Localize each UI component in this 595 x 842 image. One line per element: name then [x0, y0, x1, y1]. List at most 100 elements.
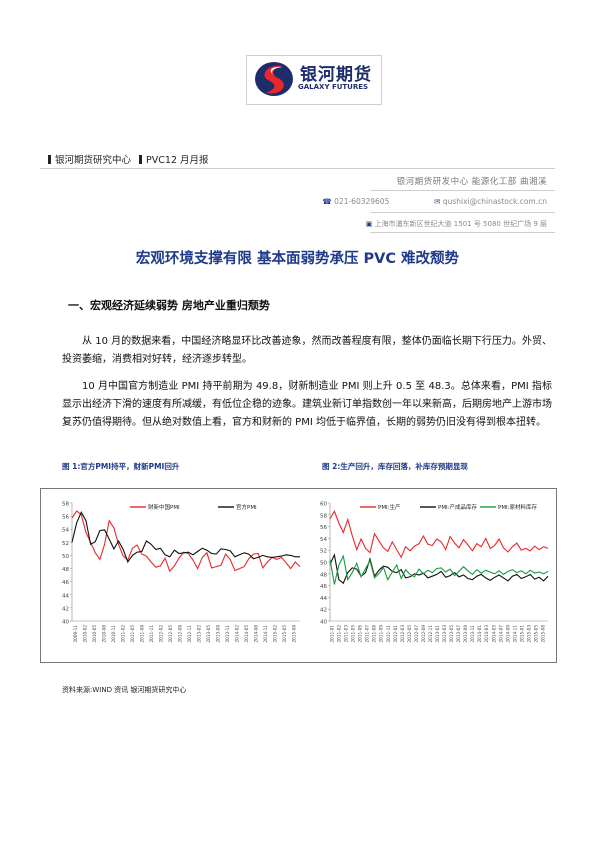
location-icon: ▣: [365, 220, 373, 228]
breadcrumb-item-report: PVC12 月月报: [146, 155, 209, 166]
x-tick-label: 2009-11: [73, 625, 78, 643]
x-tick-label: 2011-07: [365, 625, 370, 643]
series-line-2: [329, 553, 549, 585]
y-tick-label: 56: [62, 515, 69, 521]
x-tick-label: 2014-09: [505, 625, 510, 643]
galaxy-logo-icon: [255, 62, 293, 96]
y-tick-label: 48: [62, 567, 69, 573]
x-tick-label: 2012-11: [187, 625, 192, 643]
x-tick-label: 2014-01: [477, 625, 482, 643]
x-tick-label: 2015-03: [526, 625, 531, 643]
address-line: ▣ 上海市浦东新区世纪大道 1501 号 5080 世纪广场 9 层: [366, 219, 547, 229]
y-tick-label: 58: [320, 513, 327, 519]
x-tick-label: 2012-01: [393, 625, 398, 643]
x-tick-label: 2014-11: [263, 625, 268, 643]
y-tick-label: 46: [320, 584, 327, 590]
x-tick-label: 2012-09: [421, 625, 426, 643]
contact-line: ☎ 021-60329605 ✉ qushixi@chinastock.com.…: [322, 197, 547, 206]
x-tick-label: 2015-08: [291, 625, 296, 643]
x-tick-label: 2010-02: [82, 625, 87, 643]
x-tick-label: 2011-08: [372, 625, 377, 643]
phone-number: 021-60329605: [334, 197, 390, 206]
breadcrumb-marker: [139, 155, 143, 164]
chart-1-official-vs-caixin-pmi: 40 42 44 46 48 50 52 54 56 58 2009-11 2010-02 2010-0…: [62, 502, 301, 643]
x-tick-label: 2011-06: [358, 625, 363, 643]
x-tick-label: 2014-02: [234, 625, 239, 643]
x-tick-label: 2014-05: [244, 625, 249, 643]
y-tick-label: 44: [62, 593, 69, 599]
author-line: 银河期货研发中心 能源化工部 曲湘溪: [396, 177, 547, 187]
x-tick-label: 2012-07: [414, 625, 419, 643]
email-icon: ✉: [434, 197, 441, 206]
x-tick-label: 2013-09: [463, 625, 468, 643]
x-tick-label: 2011-11: [149, 625, 154, 643]
x-tick-label: 2013-01: [435, 625, 440, 643]
figure-1-caption: 图 1:官方PMI持平，财新PMI回升: [62, 462, 180, 471]
y-tick-label: 58: [62, 502, 69, 508]
address-divider: [370, 232, 555, 233]
x-tick-label: 2011-09: [379, 625, 384, 643]
x-tick-label: 2013-05: [206, 625, 211, 643]
phone-icon: ☎: [322, 197, 332, 206]
x-tick-label: 2014-08: [253, 625, 258, 643]
x-tick-label: 2011-05: [130, 625, 135, 643]
x-tick-label: 2015-01: [519, 625, 524, 643]
email-address: qushixi@chinastock.com.cn: [442, 197, 547, 206]
x-tick-label: 2014-03: [484, 625, 489, 643]
x-tick-label: 2015-02: [272, 625, 277, 643]
body-paragraph: 从 10 月的数据来看，中国经济略显环比改善迹象，然而改善程度有限，整体仍面临长…: [62, 336, 552, 365]
x-tick-label: 2015-05: [282, 625, 287, 643]
body-paragraph: 10 月中国官方制造业 PMI 持平前期为 49.8，财新制造业 PMI 则上升…: [62, 381, 552, 428]
y-tick-label: 42: [320, 608, 327, 614]
address-text: 上海市浦东新区世纪大道 1501 号 5080 世纪广场 9 层: [374, 220, 547, 228]
x-tick-label: 2013-08: [215, 625, 220, 643]
figure-2-caption: 图 2:生产回升，库存回落，补库存预期显现: [322, 462, 468, 471]
legend-label: PMI:原材料库存: [498, 503, 538, 511]
y-tick-label: 40: [62, 620, 69, 626]
y-tick-label: 60: [320, 502, 327, 508]
header-divider: [40, 168, 555, 169]
x-tick-label: 2012-02: [158, 625, 163, 643]
series-line-3: [329, 554, 549, 585]
x-tick-label: 2012-05: [407, 625, 412, 643]
y-tick-label: 50: [320, 561, 327, 567]
breadcrumb: 银河期货研究中心 PVC12 月月报: [48, 152, 209, 166]
x-tick-label: 2011-02: [337, 625, 342, 643]
y-tick-label: 54: [62, 528, 69, 534]
y-tick-label: 44: [320, 596, 327, 602]
y-tick-label: 42: [62, 606, 69, 612]
x-tick-label: 2014-11: [512, 625, 517, 643]
legend-label: PMI:产成品库存: [438, 503, 478, 511]
legend-label: 财新中国PMI: [148, 503, 180, 511]
y-tick-label: 40: [320, 620, 327, 626]
x-tick-label: 2013-11: [225, 625, 230, 643]
legend-label: 官方PMI: [236, 503, 257, 511]
series-line-1: [71, 510, 301, 573]
y-tick-label: 50: [62, 554, 69, 560]
x-tick-label: 2014-07: [498, 625, 503, 643]
logo-name-en: GALAXY FUTURES: [298, 83, 369, 91]
breadcrumb-marker: [48, 155, 51, 164]
y-tick-label: 46: [62, 580, 69, 586]
section-heading: 一、宏观经济延续弱势 房地产业重归颓势: [68, 299, 270, 312]
x-tick-label: 2013-03: [442, 625, 447, 643]
x-tick-label: 2014-05: [491, 625, 496, 643]
y-tick-label: 52: [62, 541, 69, 547]
source-note: 资料来源:WIND 资讯 银河期货研究中心: [62, 686, 187, 694]
legend-label: PMI:生产: [378, 503, 401, 511]
x-tick-label: 2012-05: [168, 625, 173, 643]
x-tick-label: 2010-08: [101, 625, 106, 643]
x-tick-label: 2011-11: [386, 625, 391, 643]
breadcrumb-item-research-center: 银河期货研究中心: [55, 155, 132, 166]
contact-divider: [370, 212, 555, 213]
x-tick-label: 2013-05: [449, 625, 454, 643]
x-tick-label: 2011-01: [330, 625, 335, 643]
page-title: 宏观环境支撑有限 基本面弱势承压 PVC 难改颓势: [135, 251, 460, 267]
y-tick-label: 52: [320, 549, 327, 555]
y-tick-label: 56: [320, 525, 327, 531]
x-tick-label: 2012-08: [177, 625, 182, 643]
x-tick-label: 2015-05: [533, 625, 538, 643]
x-tick-label: 2011-02: [120, 625, 125, 643]
figure-frame: [40, 488, 557, 663]
x-tick-label: 2010-05: [92, 625, 97, 643]
